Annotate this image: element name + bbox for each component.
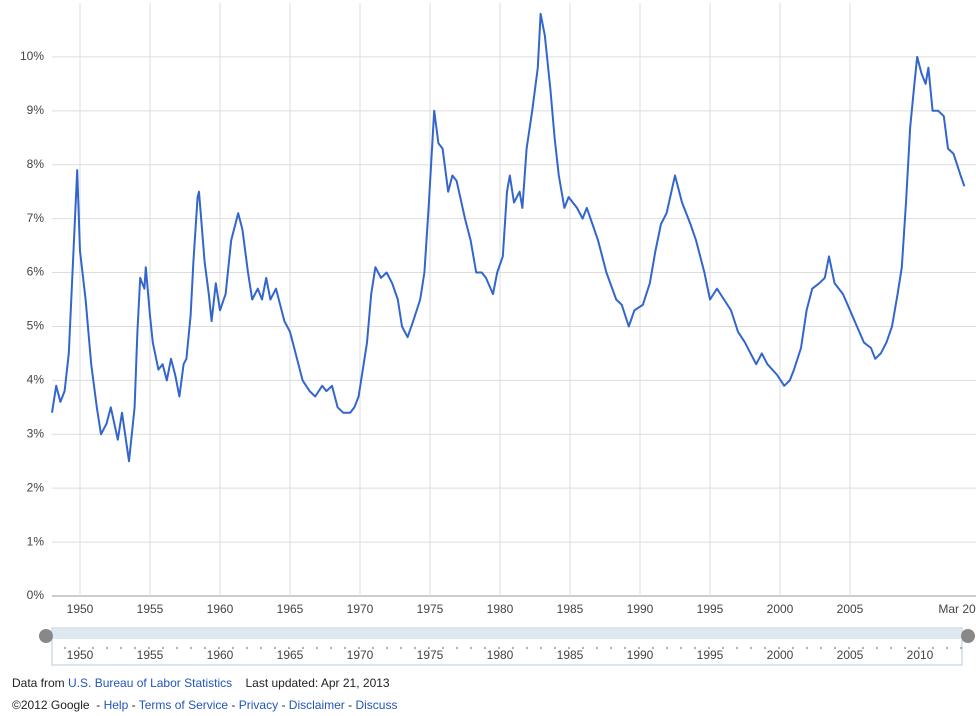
x-tick-label: 2000: [767, 602, 794, 616]
x-tick-label: 1955: [137, 602, 164, 616]
x-tick-label: 1985: [557, 602, 584, 616]
range-band: [53, 629, 961, 639]
x-tick-label: 1990: [627, 602, 654, 616]
x-tick-label: 2005: [837, 602, 864, 616]
footer-link[interactable]: Terms of Service: [138, 698, 229, 712]
y-tick-label: 6%: [27, 265, 45, 279]
separator: -: [344, 698, 356, 712]
footer-link[interactable]: Disclaimer: [288, 698, 345, 712]
source-line: Data from U.S. Bureau of Labor Statistic…: [12, 676, 390, 690]
y-tick-label: 7%: [27, 211, 45, 225]
x-tick-label: 1950: [67, 602, 94, 616]
range-label: 1970: [347, 648, 374, 662]
x-tick-label: 1970: [347, 602, 374, 616]
footer-link[interactable]: Privacy: [238, 698, 279, 712]
y-tick-label: 5%: [27, 319, 45, 333]
y-tick-label: 10%: [20, 49, 44, 63]
y-tick-label: 4%: [27, 373, 45, 387]
y-tick-label: 8%: [27, 157, 45, 171]
last-updated: Last updated: Apr 21, 2013: [245, 676, 390, 690]
y-tick-label: 9%: [27, 103, 45, 117]
range-label: 1980: [487, 648, 514, 662]
range-label: 2005: [837, 648, 864, 662]
y-tick-label: 0%: [27, 588, 45, 602]
separator: -: [128, 698, 139, 712]
range-handle-right[interactable]: [961, 629, 975, 643]
range-label: 2010: [907, 648, 934, 662]
range-label: 2000: [767, 648, 794, 662]
x-tick-label: 1975: [417, 602, 444, 616]
x-tick-label: 1960: [207, 602, 234, 616]
x-tick-label: 1980: [487, 602, 514, 616]
range-label: 1975: [417, 648, 444, 662]
x-tick-label: Mar 2013: [938, 602, 976, 616]
source-link[interactable]: U.S. Bureau of Labor Statistics: [68, 676, 233, 690]
separator: -: [228, 698, 239, 712]
separator: -: [92, 698, 104, 712]
range-label: 1950: [67, 648, 94, 662]
x-tick-label: 1965: [277, 602, 304, 616]
range-label: 1985: [557, 648, 584, 662]
data-line: [51, 12, 966, 463]
range-label: 1960: [207, 648, 234, 662]
y-tick-label: 2%: [27, 480, 45, 494]
separator: -: [278, 698, 289, 712]
footer-link[interactable]: Help: [103, 698, 129, 712]
y-tick-label: 3%: [27, 426, 45, 440]
range-handle-left[interactable]: [39, 629, 53, 643]
range-label: 1995: [697, 648, 724, 662]
copyright: ©2012 Google: [12, 698, 90, 712]
x-tick-label: 1995: [697, 602, 724, 616]
range-label: 1955: [137, 648, 164, 662]
source-prefix: Data from: [12, 676, 65, 690]
chart: 0% 1% 2% 3% 4% 5% 6% 7% 8% 9% 10% 1950 1955 1960 1965 1…: [20, 3, 976, 666]
footer-link[interactable]: Discuss: [355, 698, 398, 712]
range-label: 1990: [627, 648, 654, 662]
links-line: ©2012 Google - Help - Terms of Service -…: [12, 698, 397, 712]
range-label: 1965: [277, 648, 304, 662]
y-tick-label: 1%: [27, 534, 45, 548]
